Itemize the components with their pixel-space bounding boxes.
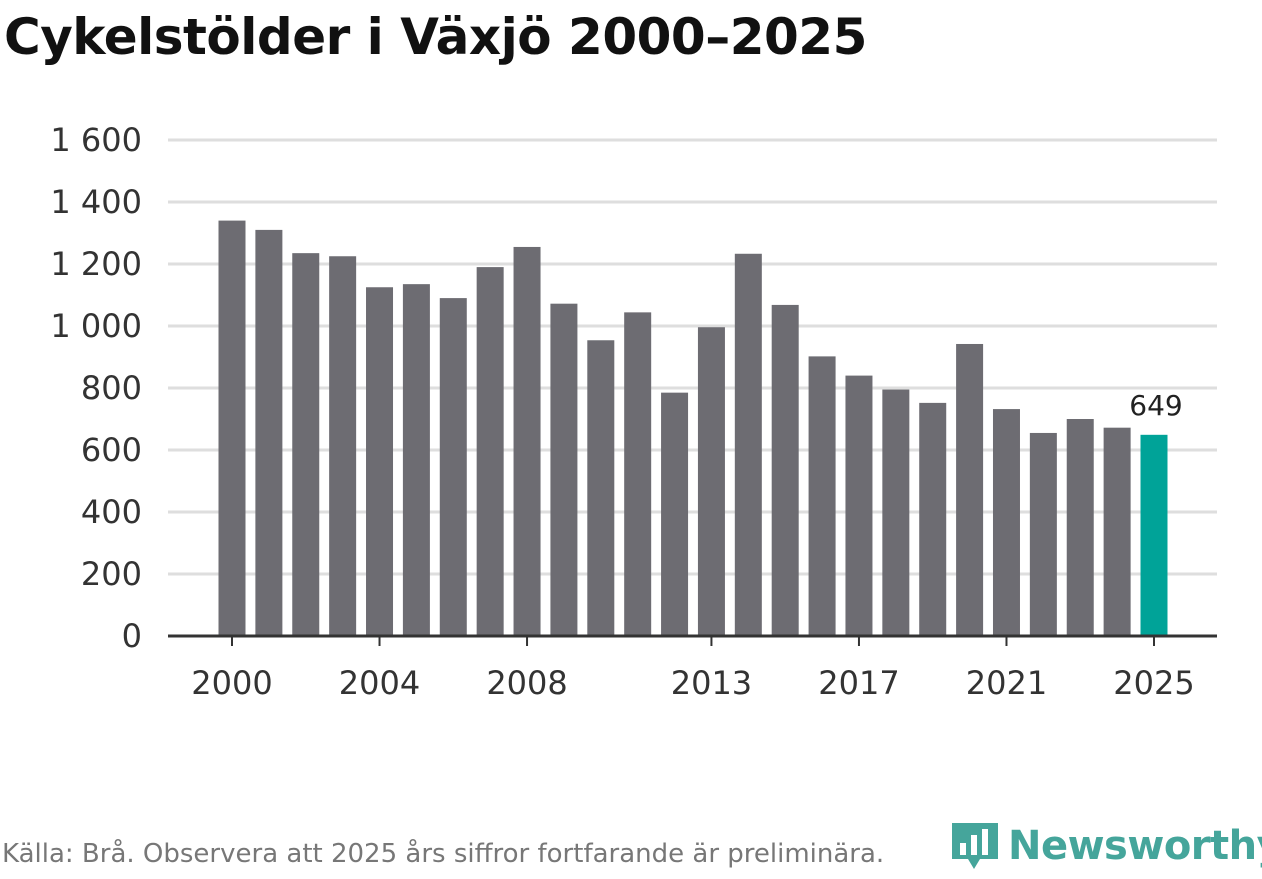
bar-2021 <box>992 409 1020 636</box>
bar-2008 <box>513 246 541 636</box>
x-tick-label: 2008 <box>486 664 567 702</box>
bar-2005 <box>402 284 430 636</box>
brand-name: Newsworthy <box>1008 823 1262 869</box>
bar-2015 <box>771 304 799 636</box>
bar-2019 <box>919 402 947 636</box>
data-label-2025: 649 <box>1129 389 1182 422</box>
x-tick-label: 2013 <box>671 664 752 702</box>
bar-2024 <box>1103 427 1131 636</box>
bar-2017 <box>845 375 873 636</box>
x-tick-label: 2021 <box>966 664 1047 702</box>
source-note: Källa: Brå. Observera att 2025 års siffr… <box>2 839 885 869</box>
y-tick-label: 400 <box>81 493 142 531</box>
grid-lines <box>168 138 1217 576</box>
x-axis-tick-labels: 2000 2004 2008 2013 2017 2021 2025 <box>191 636 1195 702</box>
x-tick-label: 2000 <box>191 664 272 702</box>
bar-2009 <box>550 303 578 636</box>
x-tick-label: 2025 <box>1113 664 1194 702</box>
bar-2011 <box>624 312 652 636</box>
bar-2012 <box>661 392 689 636</box>
bar-2014 <box>734 253 762 636</box>
bar-2018 <box>882 389 910 636</box>
bar-2000 <box>218 220 246 636</box>
bar-chart-speech-bubble-icon <box>952 823 998 869</box>
bar-2007 <box>476 267 504 636</box>
y-tick-label: 1 600 <box>50 121 142 159</box>
x-tick-label: 2017 <box>818 664 899 702</box>
bar-2023 <box>1066 419 1094 636</box>
y-axis-tick-labels: 0 200 400 600 800 1 000 1 200 1 400 1 600 <box>50 121 142 655</box>
bar-2020 <box>956 343 984 636</box>
bar-2006 <box>439 298 467 636</box>
bar-2010 <box>587 340 615 636</box>
bar-2002 <box>292 253 320 636</box>
x-tick-label: 2004 <box>339 664 420 702</box>
y-tick-label: 1 200 <box>50 245 142 283</box>
bar-2013 <box>697 327 725 636</box>
y-tick-label: 200 <box>81 555 142 593</box>
data-labels: 649 <box>1129 389 1182 422</box>
bar-2003 <box>329 256 357 636</box>
bar-2004 <box>366 287 394 636</box>
chart-title: Cykelstölder i Växjö 2000–2025 <box>4 8 867 66</box>
brand-logo: Newsworthy <box>950 818 1262 874</box>
bar-2016 <box>808 356 836 636</box>
bar-2025 <box>1140 434 1168 636</box>
y-tick-label: 0 <box>122 617 142 655</box>
y-tick-label: 1 400 <box>50 183 142 221</box>
bar-2001 <box>255 229 283 636</box>
y-tick-label: 1 000 <box>50 307 142 345</box>
bars <box>218 220 1168 636</box>
bar-2022 <box>1029 432 1057 636</box>
y-tick-label: 800 <box>81 369 142 407</box>
y-tick-label: 600 <box>81 431 142 469</box>
